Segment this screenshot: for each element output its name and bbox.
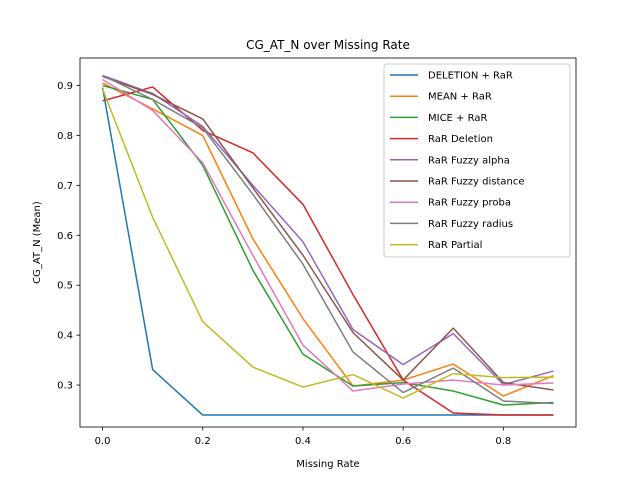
series-line-rar-partial bbox=[101, 88, 554, 399]
x-tick-label: 0.6 bbox=[395, 436, 411, 447]
y-tick-label: 0.4 bbox=[57, 331, 73, 342]
series-layer bbox=[101, 74, 554, 416]
legend-item: MICE + RaR bbox=[390, 113, 487, 124]
legend-label: MICE + RaR bbox=[428, 113, 487, 124]
legend-item: MEAN + RaR bbox=[390, 92, 492, 103]
legend: DELETION + RaR MEAN + RaR MICE + RaR RaR De… bbox=[383, 63, 571, 258]
legend-item: RaR Fuzzy distance bbox=[390, 177, 525, 188]
x-tick-label: 0.0 bbox=[95, 436, 111, 447]
legend-item: RaR Fuzzy proba bbox=[390, 198, 511, 209]
y-axis-label: CG_AT_N (Mean) bbox=[32, 201, 43, 284]
series-line-rar-fuzzy-proba bbox=[102, 78, 554, 392]
legend-label: RaR Fuzzy alpha bbox=[428, 155, 510, 166]
legend-label: RaR Fuzzy distance bbox=[428, 177, 525, 188]
x-axis-label: Missing Rate bbox=[296, 459, 359, 470]
x-axis: 0.0 0.2 0.4 0.6 0.8 bbox=[95, 427, 511, 447]
series-line-rar-fuzzy-radius bbox=[102, 74, 554, 405]
x-tick-label: 0.4 bbox=[295, 436, 311, 447]
series-line-rar-deletion bbox=[102, 86, 554, 416]
legend-label: DELETION + RaR bbox=[428, 71, 513, 82]
series-line-mice-rar bbox=[102, 84, 554, 406]
legend-item: RaR Fuzzy radius bbox=[390, 219, 513, 230]
y-tick-label: 0.5 bbox=[57, 281, 73, 292]
legend-box bbox=[383, 63, 571, 258]
legend-label: RaR Fuzzy radius bbox=[428, 219, 513, 230]
legend-label: RaR Deletion bbox=[428, 134, 493, 145]
legend-label: MEAN + RaR bbox=[428, 92, 492, 103]
plot-frame bbox=[79, 57, 577, 428]
y-axis: 0.3 0.4 0.5 0.6 0.7 0.8 0.9 bbox=[57, 81, 80, 392]
legend-item: RaR Deletion bbox=[390, 134, 493, 145]
y-tick-label: 0.7 bbox=[57, 181, 73, 192]
x-tick-label: 0.2 bbox=[195, 436, 211, 447]
x-tick-label: 0.8 bbox=[495, 436, 511, 447]
legend-label: RaR Fuzzy proba bbox=[428, 198, 511, 209]
legend-item: DELETION + RaR bbox=[390, 71, 513, 82]
y-tick-label: 0.9 bbox=[57, 81, 73, 92]
series-line-rar-fuzzy-alpha bbox=[102, 74, 554, 386]
y-tick-label: 0.3 bbox=[57, 381, 73, 392]
series-line-deletion-rar bbox=[101, 87, 554, 416]
y-tick-label: 0.6 bbox=[57, 231, 73, 242]
series-line-rar-fuzzy-distance bbox=[102, 75, 554, 391]
legend-label: RaR Partial bbox=[428, 240, 482, 251]
legend-item: RaR Partial bbox=[390, 240, 482, 251]
legend-item: RaR Fuzzy alpha bbox=[390, 155, 510, 166]
chart-title: CG_AT_N over Missing Rate bbox=[246, 38, 410, 52]
y-tick-label: 0.8 bbox=[57, 131, 73, 142]
series-line-mean-rar bbox=[102, 82, 554, 397]
